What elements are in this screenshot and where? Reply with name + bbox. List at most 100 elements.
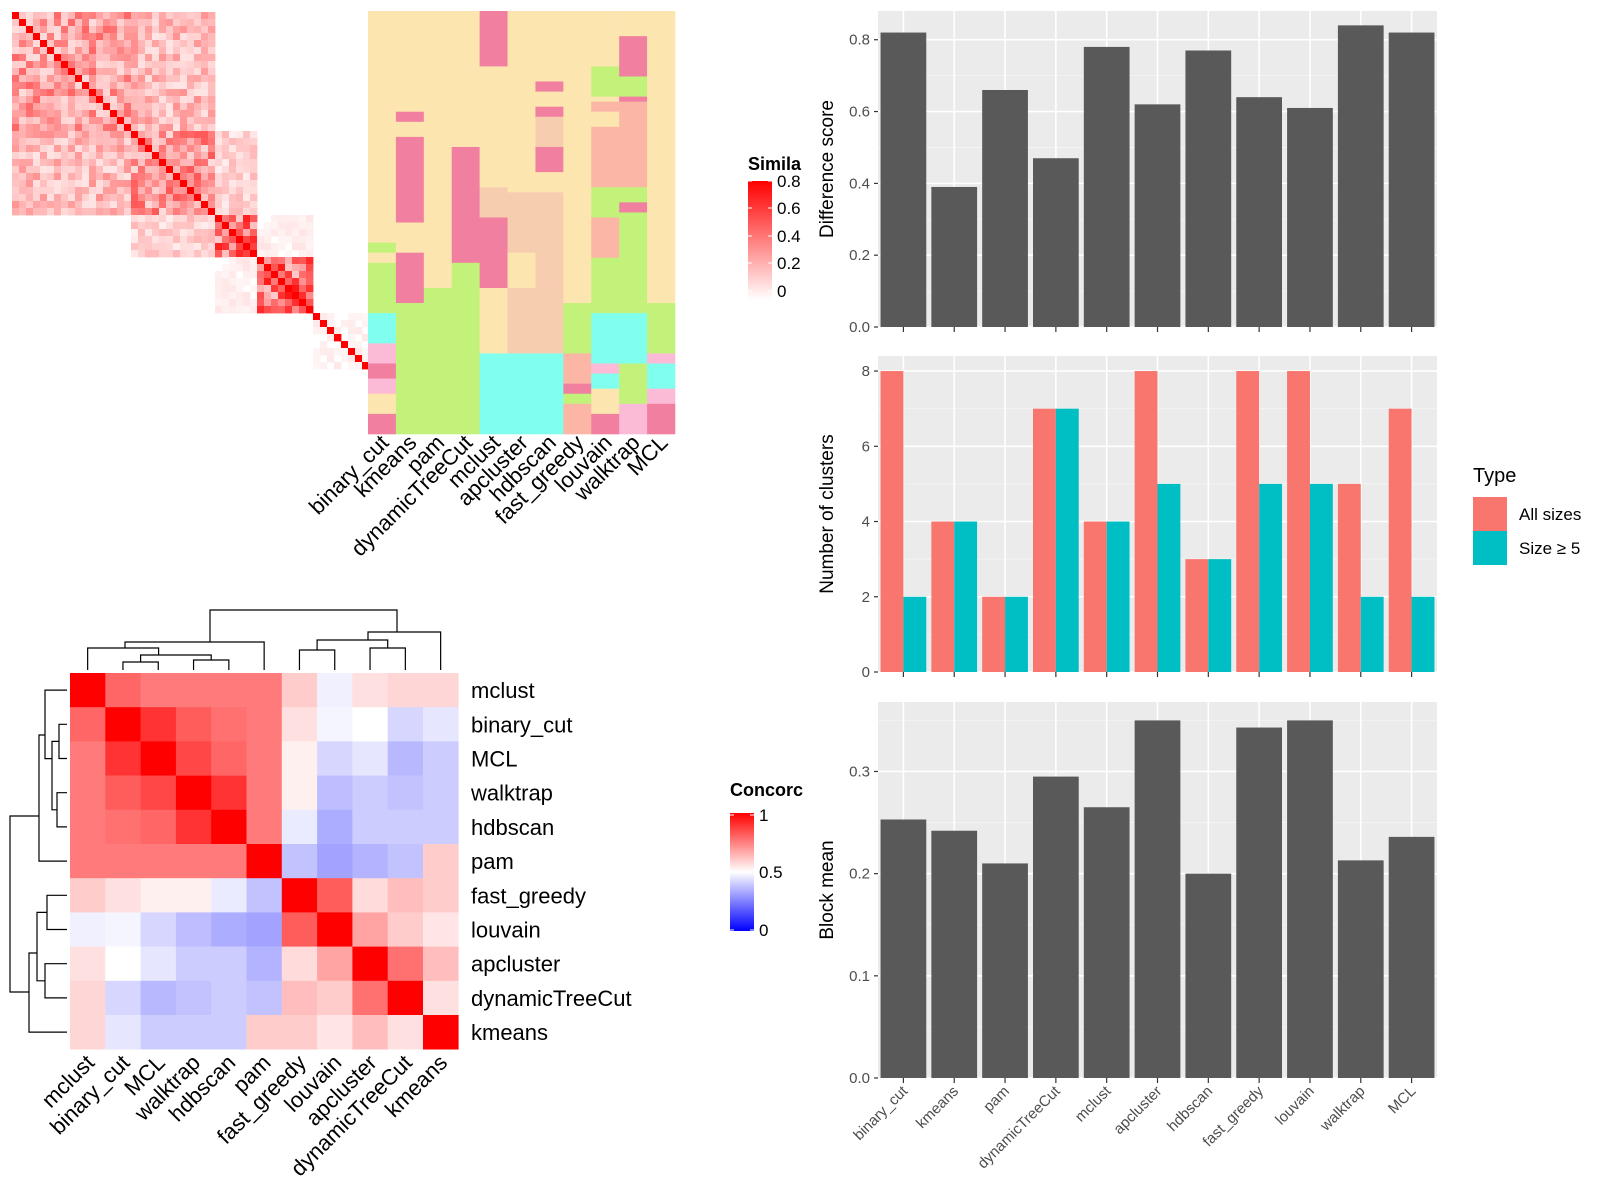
concordance-cell bbox=[352, 980, 388, 1016]
similarity-cell bbox=[201, 152, 209, 160]
similarity-cell bbox=[180, 19, 188, 27]
similarity-cell bbox=[117, 40, 125, 48]
similarity-cell bbox=[159, 61, 167, 69]
similarity-cell bbox=[229, 187, 237, 195]
similarity-cell bbox=[82, 103, 90, 111]
similarity-cell bbox=[26, 33, 34, 41]
similarity-cell bbox=[292, 285, 300, 293]
similarity-cell bbox=[19, 208, 27, 216]
similarity-cell bbox=[264, 264, 272, 272]
similarity-cell bbox=[40, 124, 48, 132]
dendrogram-branch bbox=[38, 734, 67, 862]
similarity-cell bbox=[152, 229, 160, 237]
similarity-cell bbox=[194, 138, 202, 146]
similarity-cell bbox=[82, 159, 90, 167]
similarity-cell bbox=[75, 33, 83, 41]
similarity-cell bbox=[96, 152, 104, 160]
similarity-cell bbox=[159, 40, 167, 48]
y-tick-label: 0.0 bbox=[849, 1070, 870, 1087]
y-tick-label: 0.2 bbox=[849, 247, 870, 264]
similarity-cell bbox=[152, 145, 160, 153]
similarity-cell bbox=[166, 54, 174, 62]
similarity-cell bbox=[110, 89, 118, 97]
similarity-cell bbox=[166, 250, 174, 258]
similarity-cell bbox=[362, 320, 370, 328]
similarity-cell bbox=[152, 159, 160, 167]
similarity-cell bbox=[201, 117, 209, 125]
similarity-cell bbox=[117, 159, 125, 167]
similarity-cell bbox=[250, 229, 258, 237]
similarity-cell bbox=[12, 19, 20, 27]
similarity-cell bbox=[278, 271, 286, 279]
x-tick-label: walktrap bbox=[1316, 1083, 1368, 1135]
similarity-cell bbox=[229, 194, 237, 202]
similarity-cell bbox=[250, 201, 258, 209]
similarity-cell bbox=[82, 180, 90, 188]
cluster-segment bbox=[423, 11, 453, 289]
similarity-cell bbox=[215, 299, 223, 307]
similarity-cell bbox=[117, 103, 125, 111]
similarity-cell bbox=[159, 250, 167, 258]
similarity-cell bbox=[166, 180, 174, 188]
similarity-cell bbox=[348, 348, 356, 356]
similarity-cell bbox=[194, 180, 202, 188]
similarity-cell bbox=[117, 61, 125, 69]
similarity-cell bbox=[334, 334, 342, 342]
similarity-cell bbox=[166, 215, 174, 223]
similarity-cell bbox=[180, 40, 188, 48]
similarity-cell bbox=[110, 19, 118, 27]
similarity-cell bbox=[12, 89, 20, 97]
cluster-segment bbox=[563, 393, 592, 405]
similarity-cell bbox=[292, 264, 300, 272]
similarity-cell bbox=[201, 33, 209, 41]
similarity-cell bbox=[208, 229, 216, 237]
similarity-cell bbox=[208, 222, 216, 230]
similarity-cell bbox=[159, 131, 167, 139]
similarity-cell bbox=[152, 152, 160, 160]
concordance-cell bbox=[317, 707, 353, 742]
bar bbox=[1388, 32, 1435, 328]
similarity-cell bbox=[103, 12, 111, 20]
similarity-cell bbox=[145, 54, 153, 62]
similarity-cell bbox=[19, 19, 27, 27]
similarity-cell bbox=[292, 271, 300, 279]
similarity-cell bbox=[117, 68, 125, 76]
similarity-cell bbox=[222, 159, 230, 167]
similarity-cell bbox=[208, 173, 216, 181]
similarity-cell bbox=[152, 110, 160, 118]
similarity-cell bbox=[138, 89, 146, 97]
cluster-segment bbox=[423, 303, 453, 435]
similarity-cell bbox=[236, 264, 244, 272]
similarity-cell bbox=[145, 250, 153, 258]
similarity-cell bbox=[26, 19, 34, 27]
similarity-cell bbox=[278, 299, 286, 307]
cluster-segment bbox=[563, 353, 592, 384]
similarity-cell bbox=[33, 159, 41, 167]
similarity-cell bbox=[19, 110, 27, 118]
similarity-cell bbox=[124, 12, 132, 20]
similarity-cell bbox=[159, 208, 167, 216]
similarity-cell bbox=[201, 89, 209, 97]
concordance-cell bbox=[246, 980, 283, 1016]
similarity-cell bbox=[278, 236, 286, 244]
similarity-cell bbox=[201, 54, 209, 62]
similarity-cell bbox=[110, 173, 118, 181]
similarity-cell bbox=[180, 173, 188, 181]
similarity-cell bbox=[138, 61, 146, 69]
similarity-cell bbox=[229, 236, 237, 244]
similarity-cell bbox=[89, 201, 97, 209]
similarity-cell bbox=[96, 82, 104, 90]
similarity-cell bbox=[313, 348, 321, 356]
dendrogram-branch bbox=[56, 792, 67, 828]
similarity-cell bbox=[75, 54, 83, 62]
concordance-cell bbox=[317, 673, 353, 708]
similarity-cell bbox=[26, 12, 34, 20]
concordance-cell bbox=[211, 912, 247, 947]
similarity-cell bbox=[201, 173, 209, 181]
similarity-cell bbox=[103, 40, 111, 48]
similarity-cell bbox=[103, 152, 111, 160]
similarity-cell bbox=[138, 124, 146, 132]
similarity-cell bbox=[152, 54, 160, 62]
similarity-cell bbox=[271, 264, 279, 272]
similarity-cell bbox=[26, 187, 34, 195]
